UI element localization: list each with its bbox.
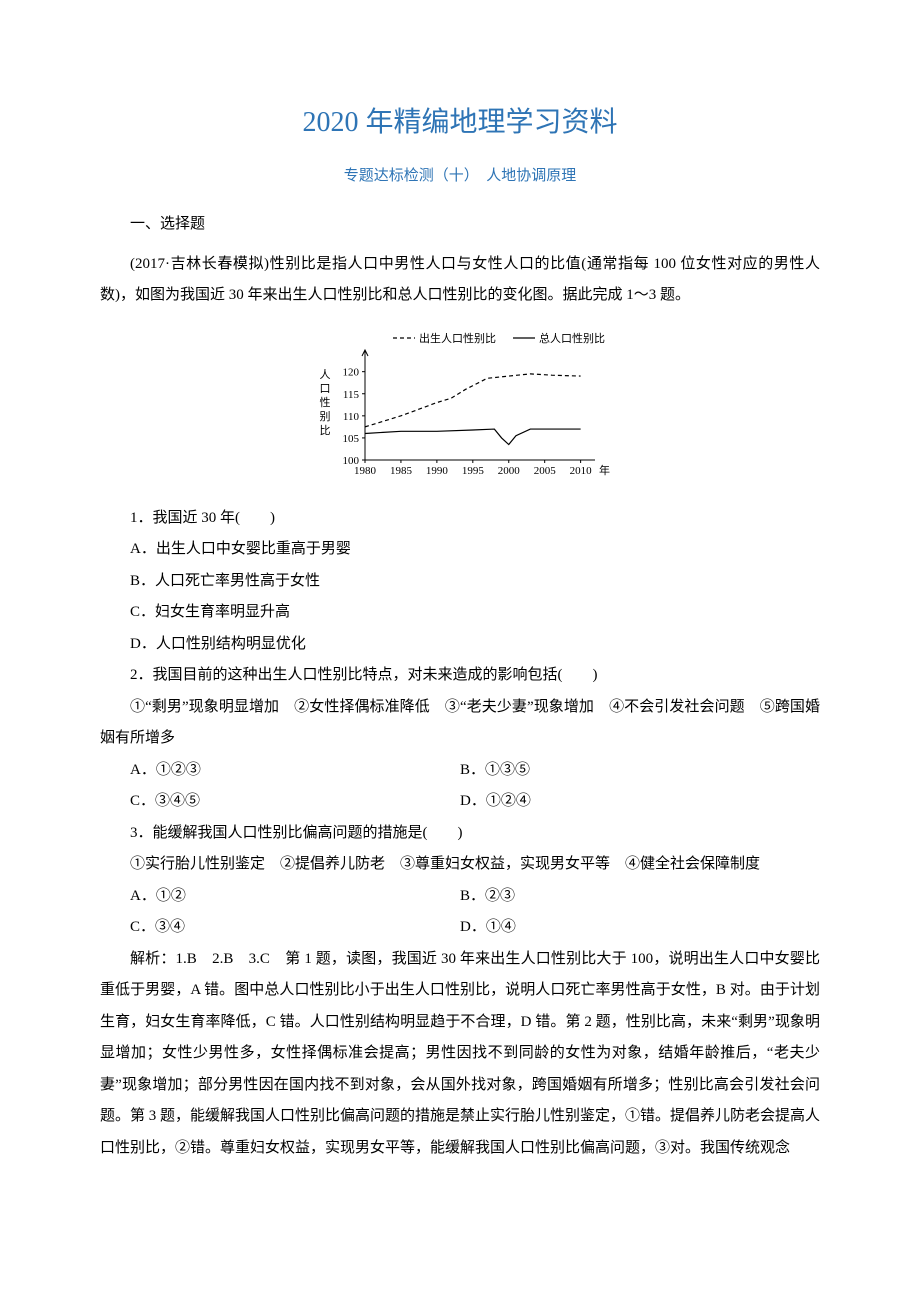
- svg-text:1985: 1985: [390, 465, 413, 477]
- title-sub: 专题达标检测（十） 人地协调原理: [100, 164, 820, 185]
- chart-container: 1001051101151201980198519901995200020052…: [100, 320, 820, 495]
- svg-text:口: 口: [320, 383, 331, 395]
- q2-stem: 2．我国目前的这种出生人口性别比特点，对未来造成的影响包括( ): [100, 660, 820, 692]
- q3-option-d: D．①④: [460, 912, 820, 944]
- svg-text:性: 性: [320, 395, 331, 409]
- svg-text:1995: 1995: [462, 465, 485, 477]
- svg-text:1990: 1990: [426, 465, 449, 477]
- svg-text:比: 比: [320, 424, 331, 437]
- svg-text:别: 别: [320, 410, 331, 423]
- q1-option-d: D．人口性别结构明显优化: [100, 629, 820, 661]
- title-main: 2020 年精编地理学习资料: [100, 100, 820, 140]
- svg-text:115: 115: [343, 388, 360, 400]
- q2-option-a: A．①②③: [100, 755, 460, 787]
- q3-option-a: A．①②: [100, 881, 460, 913]
- q1-stem: 1．我国近 30 年( ): [100, 503, 820, 535]
- q3-option-b: B．②③: [460, 881, 820, 913]
- svg-text:2010: 2010: [570, 465, 593, 477]
- q2-option-c: C．③④⑤: [100, 786, 460, 818]
- analysis-paragraph: 解析：1.B 2.B 3.C 第 1 题，读图，我国近 30 年来出生人口性别比…: [100, 944, 820, 1165]
- svg-text:110: 110: [343, 410, 360, 422]
- q2-option-b: B．①③⑤: [460, 755, 820, 787]
- q1-option-a: A．出生人口中女婴比重高于男婴: [100, 534, 820, 566]
- q1-option-c: C．妇女生育率明显升高: [100, 597, 820, 629]
- svg-text:2005: 2005: [534, 465, 557, 477]
- q2-options-row2: C．③④⑤ D．①②④: [100, 786, 820, 818]
- svg-text:总人口性别比: 总人口性别比: [539, 331, 605, 345]
- svg-text:年: 年: [599, 463, 610, 477]
- q1-option-b: B．人口死亡率男性高于女性: [100, 566, 820, 598]
- svg-text:120: 120: [343, 366, 360, 378]
- q3-items: ①实行胎儿性别鉴定 ②提倡养儿防老 ③尊重妇女权益，实现男女平等 ④健全社会保障…: [100, 849, 820, 881]
- q2-options-row1: A．①②③ B．①③⑤: [100, 755, 820, 787]
- q2-items: ①“剩男”现象明显增加 ②女性择偶标准降低 ③“老夫少妻”现象增加 ④不会引发社…: [100, 692, 820, 755]
- q2-option-d: D．①②④: [460, 786, 820, 818]
- q3-options-row1: A．①② B．②③: [100, 881, 820, 913]
- svg-text:2000: 2000: [498, 465, 521, 477]
- q3-option-c: C．③④: [100, 912, 460, 944]
- svg-text:出生人口性别比: 出生人口性别比: [419, 331, 496, 345]
- q3-options-row2: C．③④ D．①④: [100, 912, 820, 944]
- svg-text:105: 105: [343, 432, 360, 444]
- context-paragraph: (2017·吉林长春模拟)性别比是指人口中男性人口与女性人口的比值(通常指每 1…: [100, 249, 820, 312]
- svg-text:1980: 1980: [354, 465, 377, 477]
- section-header: 一、选择题: [100, 209, 820, 241]
- sex-ratio-chart: 1001051101151201980198519901995200020052…: [305, 320, 615, 490]
- q3-stem: 3．能缓解我国人口性别比偏高问题的措施是( ): [100, 818, 820, 850]
- svg-text:人: 人: [320, 368, 331, 381]
